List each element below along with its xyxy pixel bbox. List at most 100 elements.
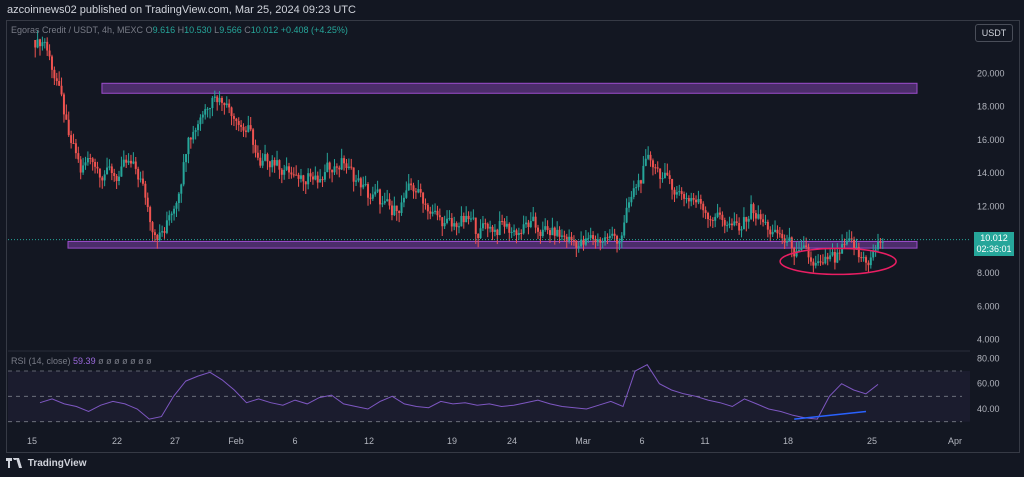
candle-body [285, 166, 288, 170]
candle-body [426, 204, 429, 212]
candle-body [132, 161, 135, 164]
rsi-line [39, 364, 879, 420]
candle-body [323, 172, 326, 180]
candle-body [422, 192, 425, 204]
candle-body [127, 160, 130, 163]
candle-body [407, 183, 410, 191]
symbol-title: Egoras Credit / USDT, 4h, MEXC [11, 25, 144, 35]
candle-body [34, 40, 37, 48]
candle-body [199, 117, 202, 125]
candle-body [326, 162, 329, 173]
candle-body [726, 225, 729, 227]
candle-body [390, 205, 393, 216]
candle-body [48, 50, 51, 57]
candle-body [489, 226, 492, 229]
candle-body [539, 231, 542, 237]
candle-body [659, 168, 662, 179]
candle-body [50, 56, 53, 70]
time-tick-label: 15 [27, 436, 37, 446]
candle-body [297, 174, 300, 179]
candle-body [434, 210, 437, 212]
candle-body [65, 114, 68, 120]
time-tick-label: 6 [639, 436, 644, 446]
candle-body [261, 160, 264, 166]
candle-body [469, 218, 472, 220]
candle-body [819, 261, 822, 263]
price-tick-label: 14.000 [977, 168, 1005, 178]
ohlc-low: 9.566 [219, 25, 242, 35]
tradingview-footer[interactable]: TradingView [6, 458, 87, 469]
candle-body [357, 178, 360, 181]
candle-body [259, 157, 262, 166]
ohlc-close: 10.012 [250, 25, 279, 35]
candle-body [544, 226, 547, 230]
candle-body [572, 240, 575, 242]
candle-body [477, 233, 480, 239]
candle-body [829, 255, 832, 260]
candle-body [716, 212, 719, 217]
candle-body [101, 177, 104, 181]
candle-body [302, 175, 305, 182]
candle-body [39, 39, 41, 47]
candle-body [582, 239, 585, 245]
candle-body [627, 202, 630, 208]
candle-body [577, 246, 580, 248]
candle-body [769, 229, 772, 235]
last-price-value: 10.012 [980, 233, 1008, 243]
candle-body [62, 94, 65, 115]
candle-body [821, 262, 824, 264]
candle-body [436, 210, 439, 216]
candle-body [745, 217, 748, 222]
candle-body [704, 210, 707, 213]
candle-body [206, 108, 209, 110]
candle-body [874, 249, 877, 252]
price-tick-label: 16.000 [977, 135, 1005, 145]
candle-body [338, 167, 341, 170]
candle-body [266, 154, 269, 162]
candle-body [146, 197, 149, 208]
candle-body [273, 160, 276, 166]
candle-body [208, 108, 211, 110]
candle-body [316, 175, 319, 183]
candle-body [134, 161, 137, 169]
candle-body [754, 213, 757, 219]
candle-body [853, 239, 856, 249]
candle-body [728, 223, 731, 226]
candle-body [486, 223, 489, 229]
candle-body [228, 103, 231, 108]
candle-body [541, 229, 544, 237]
candle-body [481, 223, 484, 229]
candle-body [575, 240, 578, 248]
rsi-placeholders: ø ø ø ø ø ø ø [98, 356, 152, 366]
candle-body [304, 181, 307, 185]
candle-body [642, 165, 645, 184]
candle-body [182, 162, 185, 185]
candle-body [352, 167, 355, 182]
candle-body [702, 203, 705, 211]
candle-body [570, 236, 573, 241]
currency-badge[interactable]: USDT [975, 24, 1013, 42]
time-tick-label: 18 [783, 436, 793, 446]
candle-body [369, 197, 372, 199]
candle-body [757, 214, 760, 219]
candle-body [237, 121, 240, 125]
candle-body [86, 158, 89, 163]
highlight-ellipse [779, 247, 897, 276]
candle-body [333, 166, 336, 173]
candle-body [817, 261, 820, 263]
rsi-tick-label: 60.00 [977, 379, 1000, 389]
candle-body [558, 229, 561, 237]
candle-body [465, 215, 468, 223]
candle-body [242, 126, 245, 131]
candle-body [113, 173, 116, 176]
candle-body [247, 125, 250, 132]
candle-body [249, 125, 252, 130]
candle-body [695, 199, 698, 203]
candle-body [36, 39, 39, 48]
candle-body [742, 217, 745, 230]
price-tick-label: 8.000 [977, 268, 1000, 278]
candle-body [235, 118, 238, 122]
candle-body [776, 229, 779, 234]
candle-body [70, 135, 73, 143]
